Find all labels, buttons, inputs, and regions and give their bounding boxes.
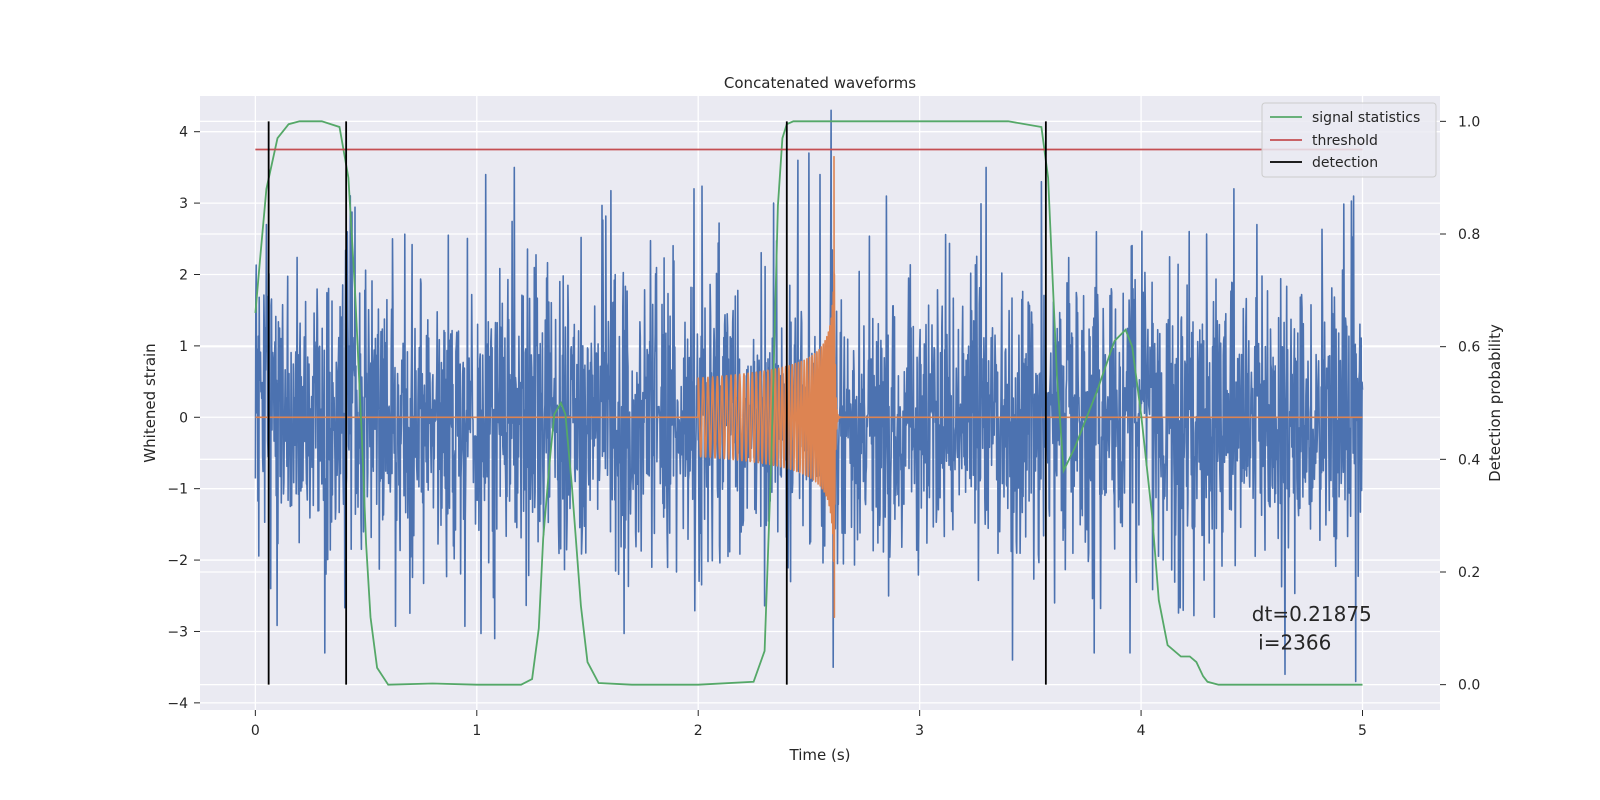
x-axis-label: Time (s) xyxy=(789,746,851,764)
x-tick-label-5: 5 xyxy=(1358,723,1367,739)
annotation-i: i=2366 xyxy=(1252,630,1332,654)
y-axis-label: Whitened strain xyxy=(141,343,159,462)
y2-tick-label-0: 0.0 xyxy=(1458,678,1480,694)
y2-tick-label-1: 0.2 xyxy=(1458,565,1480,581)
y-tick-label-3: −1 xyxy=(167,482,188,498)
y-tick-label-1: −3 xyxy=(167,624,188,640)
x-tick-label-3: 3 xyxy=(915,723,924,739)
x-axis: 0 1 2 3 4 5 xyxy=(251,710,1367,739)
y-tick-label-5: 1 xyxy=(179,339,188,355)
legend: signal statistics threshold detection xyxy=(1261,102,1437,178)
annotation-dt: dt=0.21875 xyxy=(1252,602,1372,626)
legend-item-detection: detection xyxy=(1270,155,1378,171)
y-axis-left: −4 −3 −2 −1 0 1 2 3 4 xyxy=(167,125,200,712)
chart-title: Concatenated waveforms xyxy=(724,74,916,92)
y-tick-label-4: 0 xyxy=(179,410,188,426)
y2-tick-label-5: 1.0 xyxy=(1458,114,1480,130)
y-tick-label-2: −2 xyxy=(167,553,188,569)
y2-tick-label-4: 0.8 xyxy=(1458,227,1480,243)
y2-tick-label-3: 0.6 xyxy=(1458,340,1480,356)
legend-item-signal-statistics: signal statistics xyxy=(1270,110,1420,126)
y-tick-label-7: 3 xyxy=(179,196,188,212)
y-tick-label-0: −4 xyxy=(167,696,188,712)
legend-label-detection: detection xyxy=(1312,155,1378,171)
legend-box xyxy=(1261,102,1437,178)
x-tick-label-4: 4 xyxy=(1137,723,1146,739)
y-tick-label-6: 2 xyxy=(179,267,188,283)
x-tick-label-1: 1 xyxy=(472,723,481,739)
legend-item-threshold: threshold xyxy=(1270,133,1378,149)
y-tick-label-8: 4 xyxy=(179,125,188,141)
x-tick-label-0: 0 xyxy=(251,723,260,739)
signal-statistics-line xyxy=(254,120,1363,686)
detection-lines xyxy=(267,121,1047,685)
y2-axis-label: Detection probability xyxy=(1486,324,1504,482)
legend-label-signal-statistics: signal statistics xyxy=(1312,110,1420,126)
injection-series-line xyxy=(255,155,1363,618)
y2-tick-label-2: 0.4 xyxy=(1458,452,1480,468)
legend-label-threshold: threshold xyxy=(1312,133,1378,149)
x-tick-label-2: 2 xyxy=(694,723,703,739)
noise-series-line xyxy=(254,109,1364,683)
y-axis-right: 0.0 0.2 0.4 0.6 0.8 1.0 xyxy=(1440,114,1480,694)
